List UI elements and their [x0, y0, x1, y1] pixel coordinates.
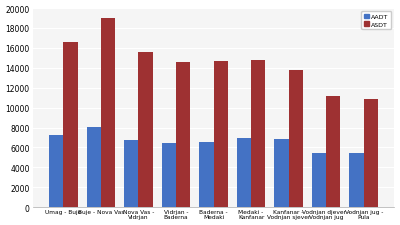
Bar	[49, 135, 63, 207]
Bar	[86, 127, 101, 207]
Legend: AADT, ASDT: AADT, ASDT	[362, 12, 391, 30]
Bar	[251, 61, 265, 207]
Bar	[214, 62, 228, 207]
Bar	[176, 63, 190, 207]
Bar	[364, 99, 378, 207]
Bar	[350, 154, 364, 207]
Bar	[312, 154, 326, 207]
Bar	[326, 96, 340, 207]
Bar	[237, 138, 251, 207]
Bar	[138, 53, 153, 207]
Bar	[124, 140, 138, 207]
Bar	[199, 142, 214, 207]
Bar	[162, 143, 176, 207]
Bar	[101, 19, 115, 207]
Bar	[63, 43, 78, 207]
Bar	[289, 70, 303, 207]
Bar	[274, 139, 289, 207]
